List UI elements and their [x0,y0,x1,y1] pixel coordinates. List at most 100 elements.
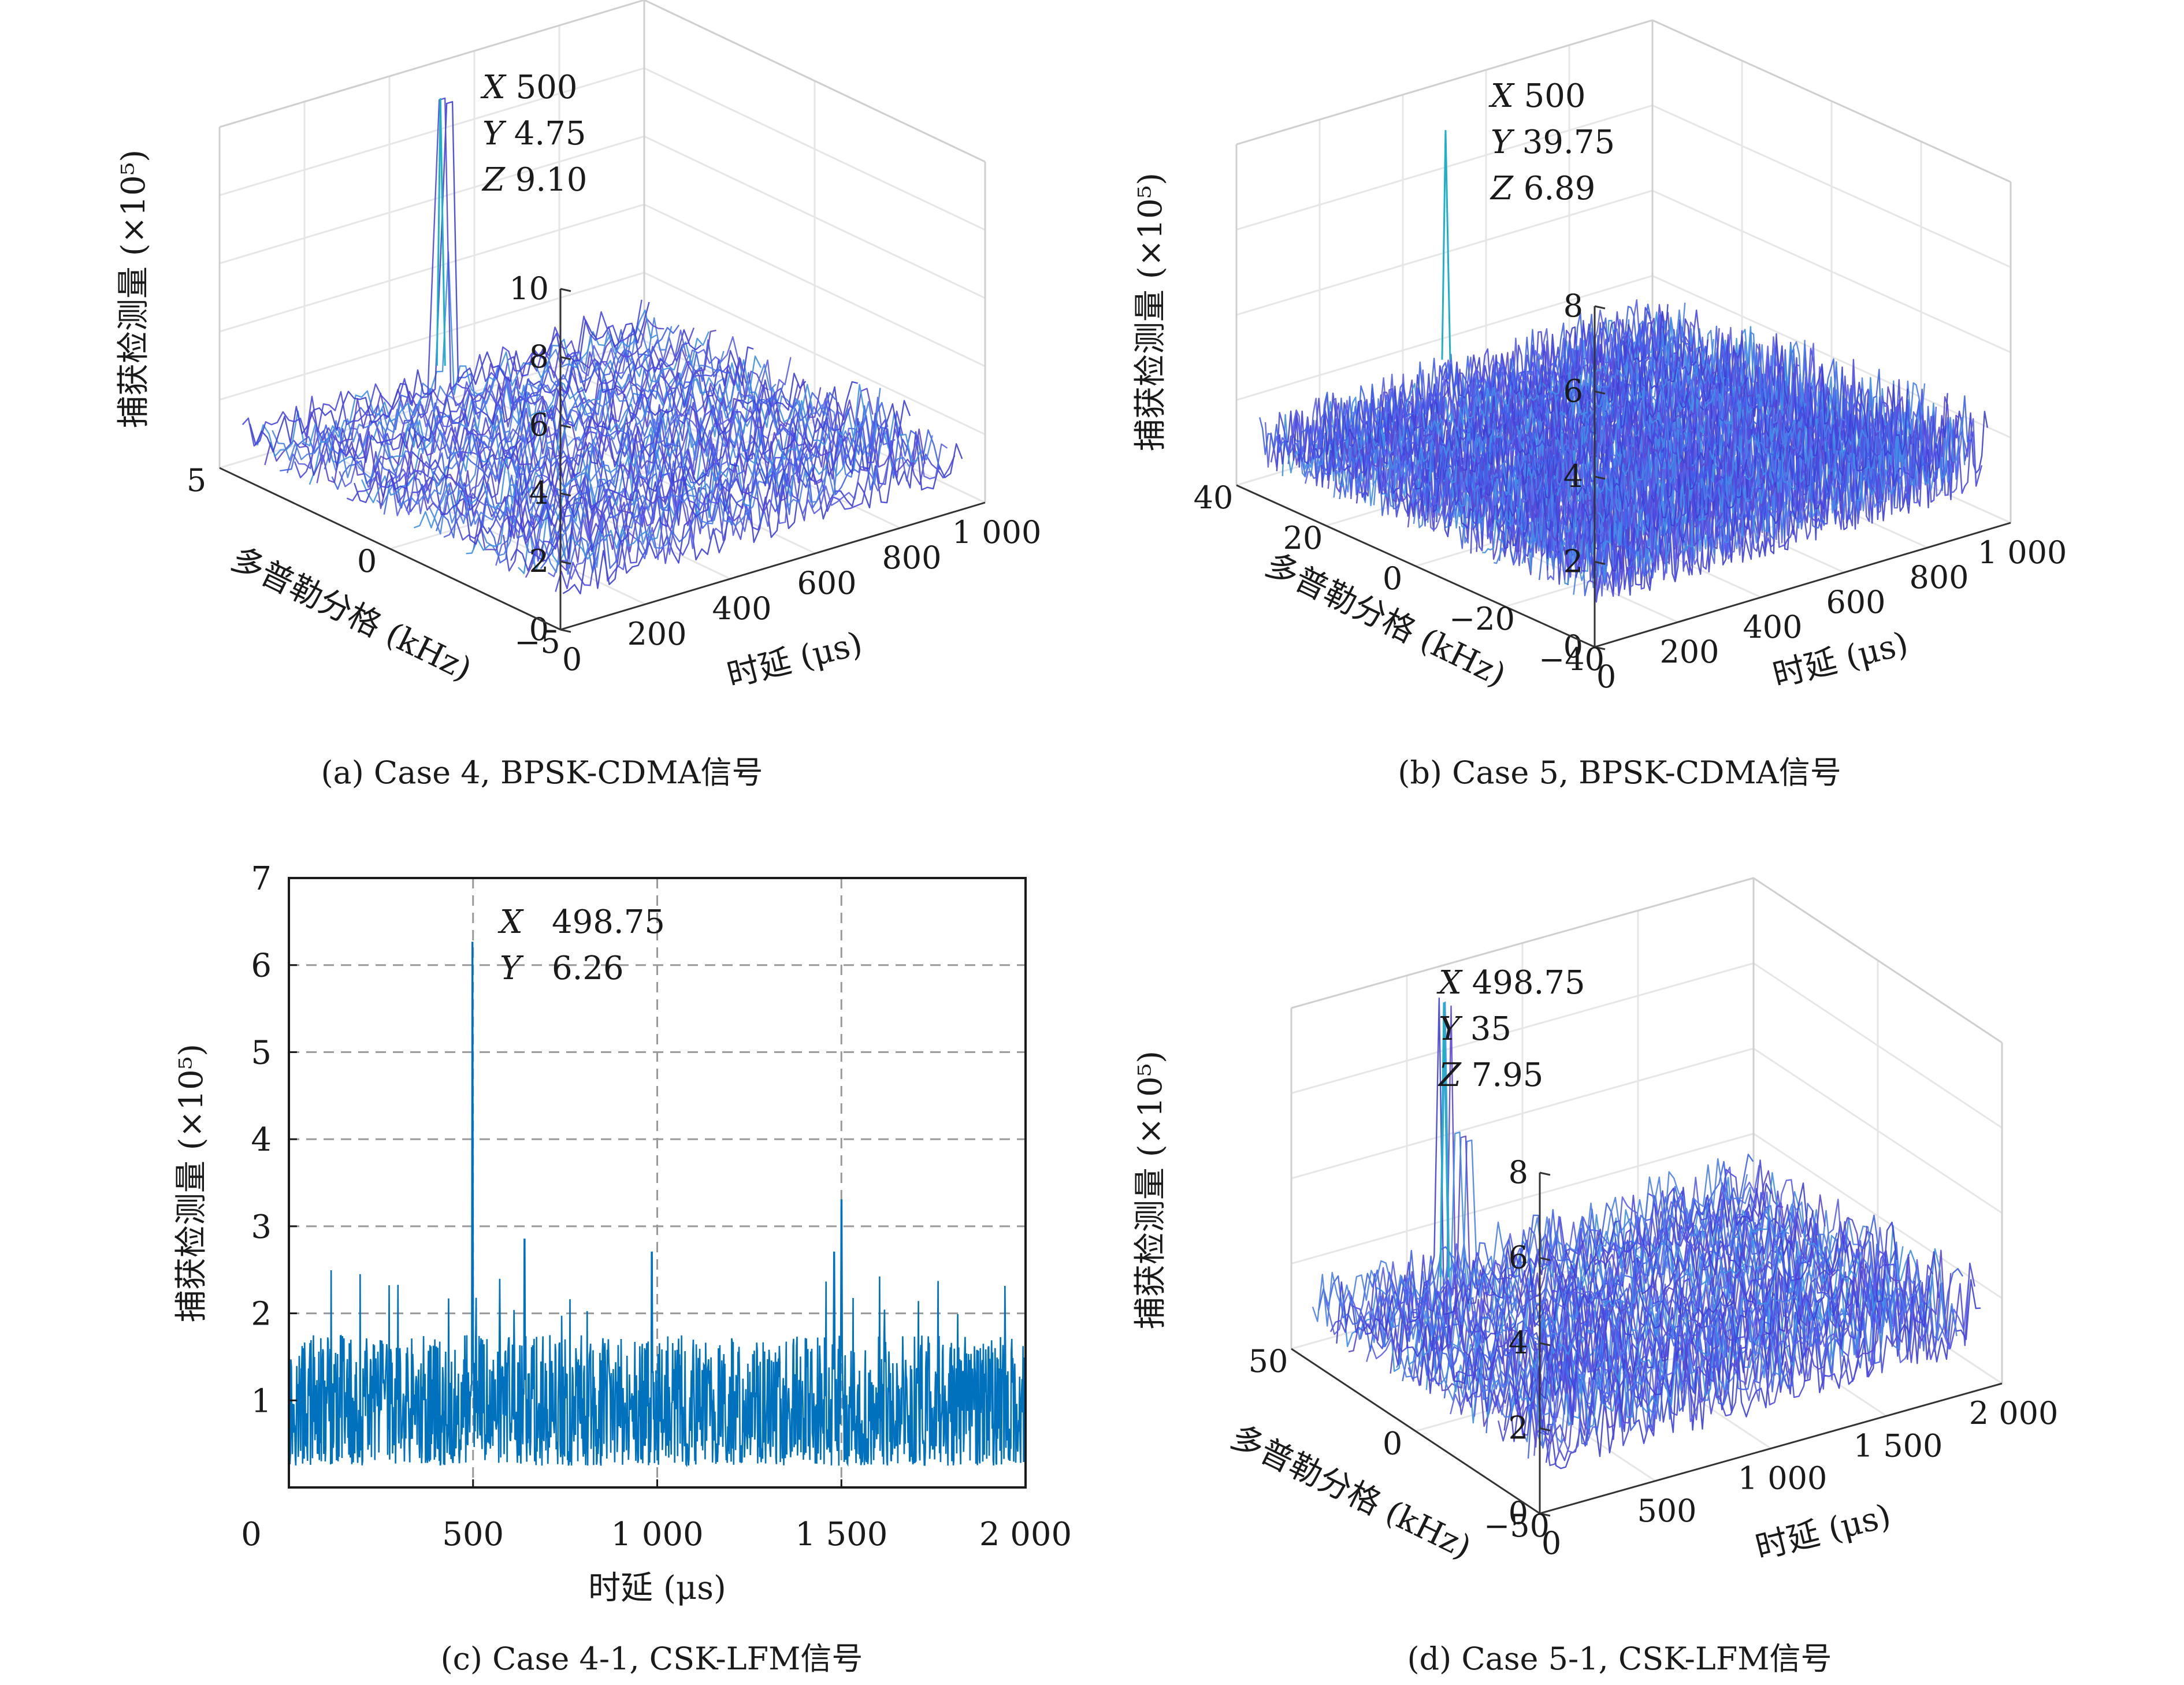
chart-a-xtick-label: 200 [627,616,686,652]
chart-b-ytick-label: −20 [1449,601,1515,637]
chart-b-ztick [1594,390,1606,395]
chart-a-ztick [560,492,571,497]
chart-c-caption: (c) Case 4-1, CSK-LFM信号 [441,1641,863,1677]
chart-b-ztick [1594,561,1606,565]
chart-c-ytick-label: 6 [251,947,272,985]
chart-b-datatip-line: Z 6.89 [1490,170,1595,207]
chart-b-ztick-label: 2 [1563,544,1583,580]
chart-d-ztick [1539,1171,1551,1176]
chart-d-datatip: X 498.75 Y 35 Z 7.95 [1436,964,1585,1094]
chart-a-yaxis [219,467,561,631]
chart-c-xtick-label: 1 500 [795,1516,887,1553]
chart-b-caption: (b) Case 5, BPSK-CDMA信号 [1398,754,1841,791]
chart-b-xtick-label: 400 [1743,609,1802,645]
chart-a-ytick-label: 5 [187,462,206,499]
chart-c-series-line [288,942,1027,1468]
chart-b-ytick-label: 0 [1383,560,1402,597]
chart-a-peak [436,98,446,366]
chart-d-zlabel: 捕获检测量 (×10⁵) [1132,1051,1169,1329]
chart-c-datatip: X 498.75 Y 6.26 [497,903,665,987]
chart-d-datatip-line: X 498.75 [1436,964,1585,1002]
chart-d-caption: (d) Case 5-1, CSK-LFM信号 [1407,1641,1832,1677]
chart-c-ytick-label: 2 [251,1296,272,1333]
chart-a-xlabel: 时延 (μs) [723,625,866,695]
chart-c-xtick-label: 2 000 [979,1516,1072,1553]
chart-d-datatip-line: Y 35 [1439,1010,1511,1048]
chart-c-ytick-label: 4 [251,1121,272,1159]
chart-a-xtick-label: 600 [797,565,856,601]
chart-c-datatip-key: Y [500,950,524,987]
chart-b-peak [1441,130,1451,360]
chart-a-datatip: X 500 Y 4.75 Z 9.10 [480,69,587,199]
chart-c-ytick-label: 3 [251,1208,272,1246]
chart-a-datatip-line: Y 4.75 [482,115,586,152]
chart-a-caption: (a) Case 4, BPSK-CDMA信号 [321,754,763,791]
chart-c-datatip-value: 498.75 [552,903,665,941]
chart-b-datatip-line: X 500 [1488,77,1586,115]
chart-a-xtick-label: 800 [882,540,941,576]
chart-c-ytick-label: 5 [251,1034,272,1072]
chart-a-xtick-label: 400 [712,590,771,627]
chart-c-xlabel: 时延 (μs) [588,1569,726,1607]
chart-a-ztick [560,356,571,360]
chart-c-datatip-value: 6.26 [552,950,624,987]
chart-a-ztick-label: 10 [509,270,549,307]
chart-a-ztick [560,560,571,565]
chart-d-datatip-line: Z 7.95 [1438,1057,1543,1094]
chart-d-xtick-label: 500 [1637,1493,1696,1529]
chart-a-datatip-line: X 500 [480,69,578,106]
chart-c-line: 0 500 1 000 1 500 2 000 1 2 3 4 5 6 7 时延 (μs) 捕获检测量 (… [173,860,1072,1607]
chart-b-xtick-label: 600 [1826,584,1885,620]
chart-b-ytick-label: 20 [1283,520,1323,556]
chart-b-xtick-label: 200 [1659,634,1719,670]
chart-a-ztick [560,424,571,429]
chart-d-box [1290,877,2003,1383]
chart-d-ztick-label: 0 [1509,1495,1528,1531]
chart-b-yaxis [1236,484,1595,648]
chart-c-xtick-label: 1 000 [611,1516,703,1553]
chart-b-zlabel: 捕获检测量 (×10⁵) [1132,173,1169,451]
chart-a-datatip-line: Z 9.10 [481,161,587,199]
chart-b-box [1235,19,2012,523]
chart-a-ztick-label: 6 [529,407,549,443]
chart-b-ztick [1594,305,1606,310]
chart-a-xtick-label: 0 [562,641,582,678]
chart-c-datatip-key: X [497,903,524,941]
chart-d-ylabel: 多普勒分格 (kHz) [1225,1418,1477,1567]
chart-c-xtick-label: 500 [442,1516,504,1553]
chart-a-ylabel: 多普勒分格 (kHz) [225,540,477,689]
chart-d-ztick-label: 2 [1509,1410,1528,1446]
chart-d-ytick-label: 50 [1249,1343,1288,1379]
chart-a-xaxis [560,501,986,631]
chart-a-mesh [242,97,963,595]
chart-c-ytick-label: 7 [251,860,272,898]
chart-b-mesh [1259,299,1988,603]
chart-a-ztick [560,288,571,292]
chart-d-ztick [1539,1427,1551,1431]
chart-c-ylabel: 捕获检测量 (×10⁵) [173,1044,210,1322]
chart-d-xtick-label: 1 000 [1738,1460,1828,1497]
chart-a-xtick-label: 1 000 [952,514,1042,550]
chart-b-ztick-label: 4 [1563,458,1583,494]
chart-d-ztick-label: 4 [1509,1325,1528,1361]
chart-d-ztick [1539,1342,1551,1346]
chart-b-ztick-label: 8 [1563,288,1583,324]
chart-d-ytick-label: 0 [1383,1426,1402,1462]
chart-d-peak [1439,1002,1450,1278]
chart-d-xlabel: 时延 (μs) [1752,1497,1895,1567]
chart-a-ytick-label: −5 [514,624,560,660]
chart-d-ztick [1539,1257,1551,1261]
chart-d-xtick-label: 0 [1542,1525,1561,1561]
chart-b-ytick-label: 40 [1194,479,1234,516]
chart-b-ztick [1594,475,1606,480]
chart-b-xtick-label: 800 [1909,559,1968,596]
chart-c-xtick-label: 0 [241,1516,262,1553]
chart-b-ztick-label: 6 [1563,373,1583,410]
chart-d-mesh [1312,997,1981,1470]
chart-b-datatip: X 500 Y 39.75 Z 6.89 [1488,77,1615,207]
chart-b-xtick-label: 0 [1596,659,1616,695]
chart-d-grid [1290,877,2003,1515]
